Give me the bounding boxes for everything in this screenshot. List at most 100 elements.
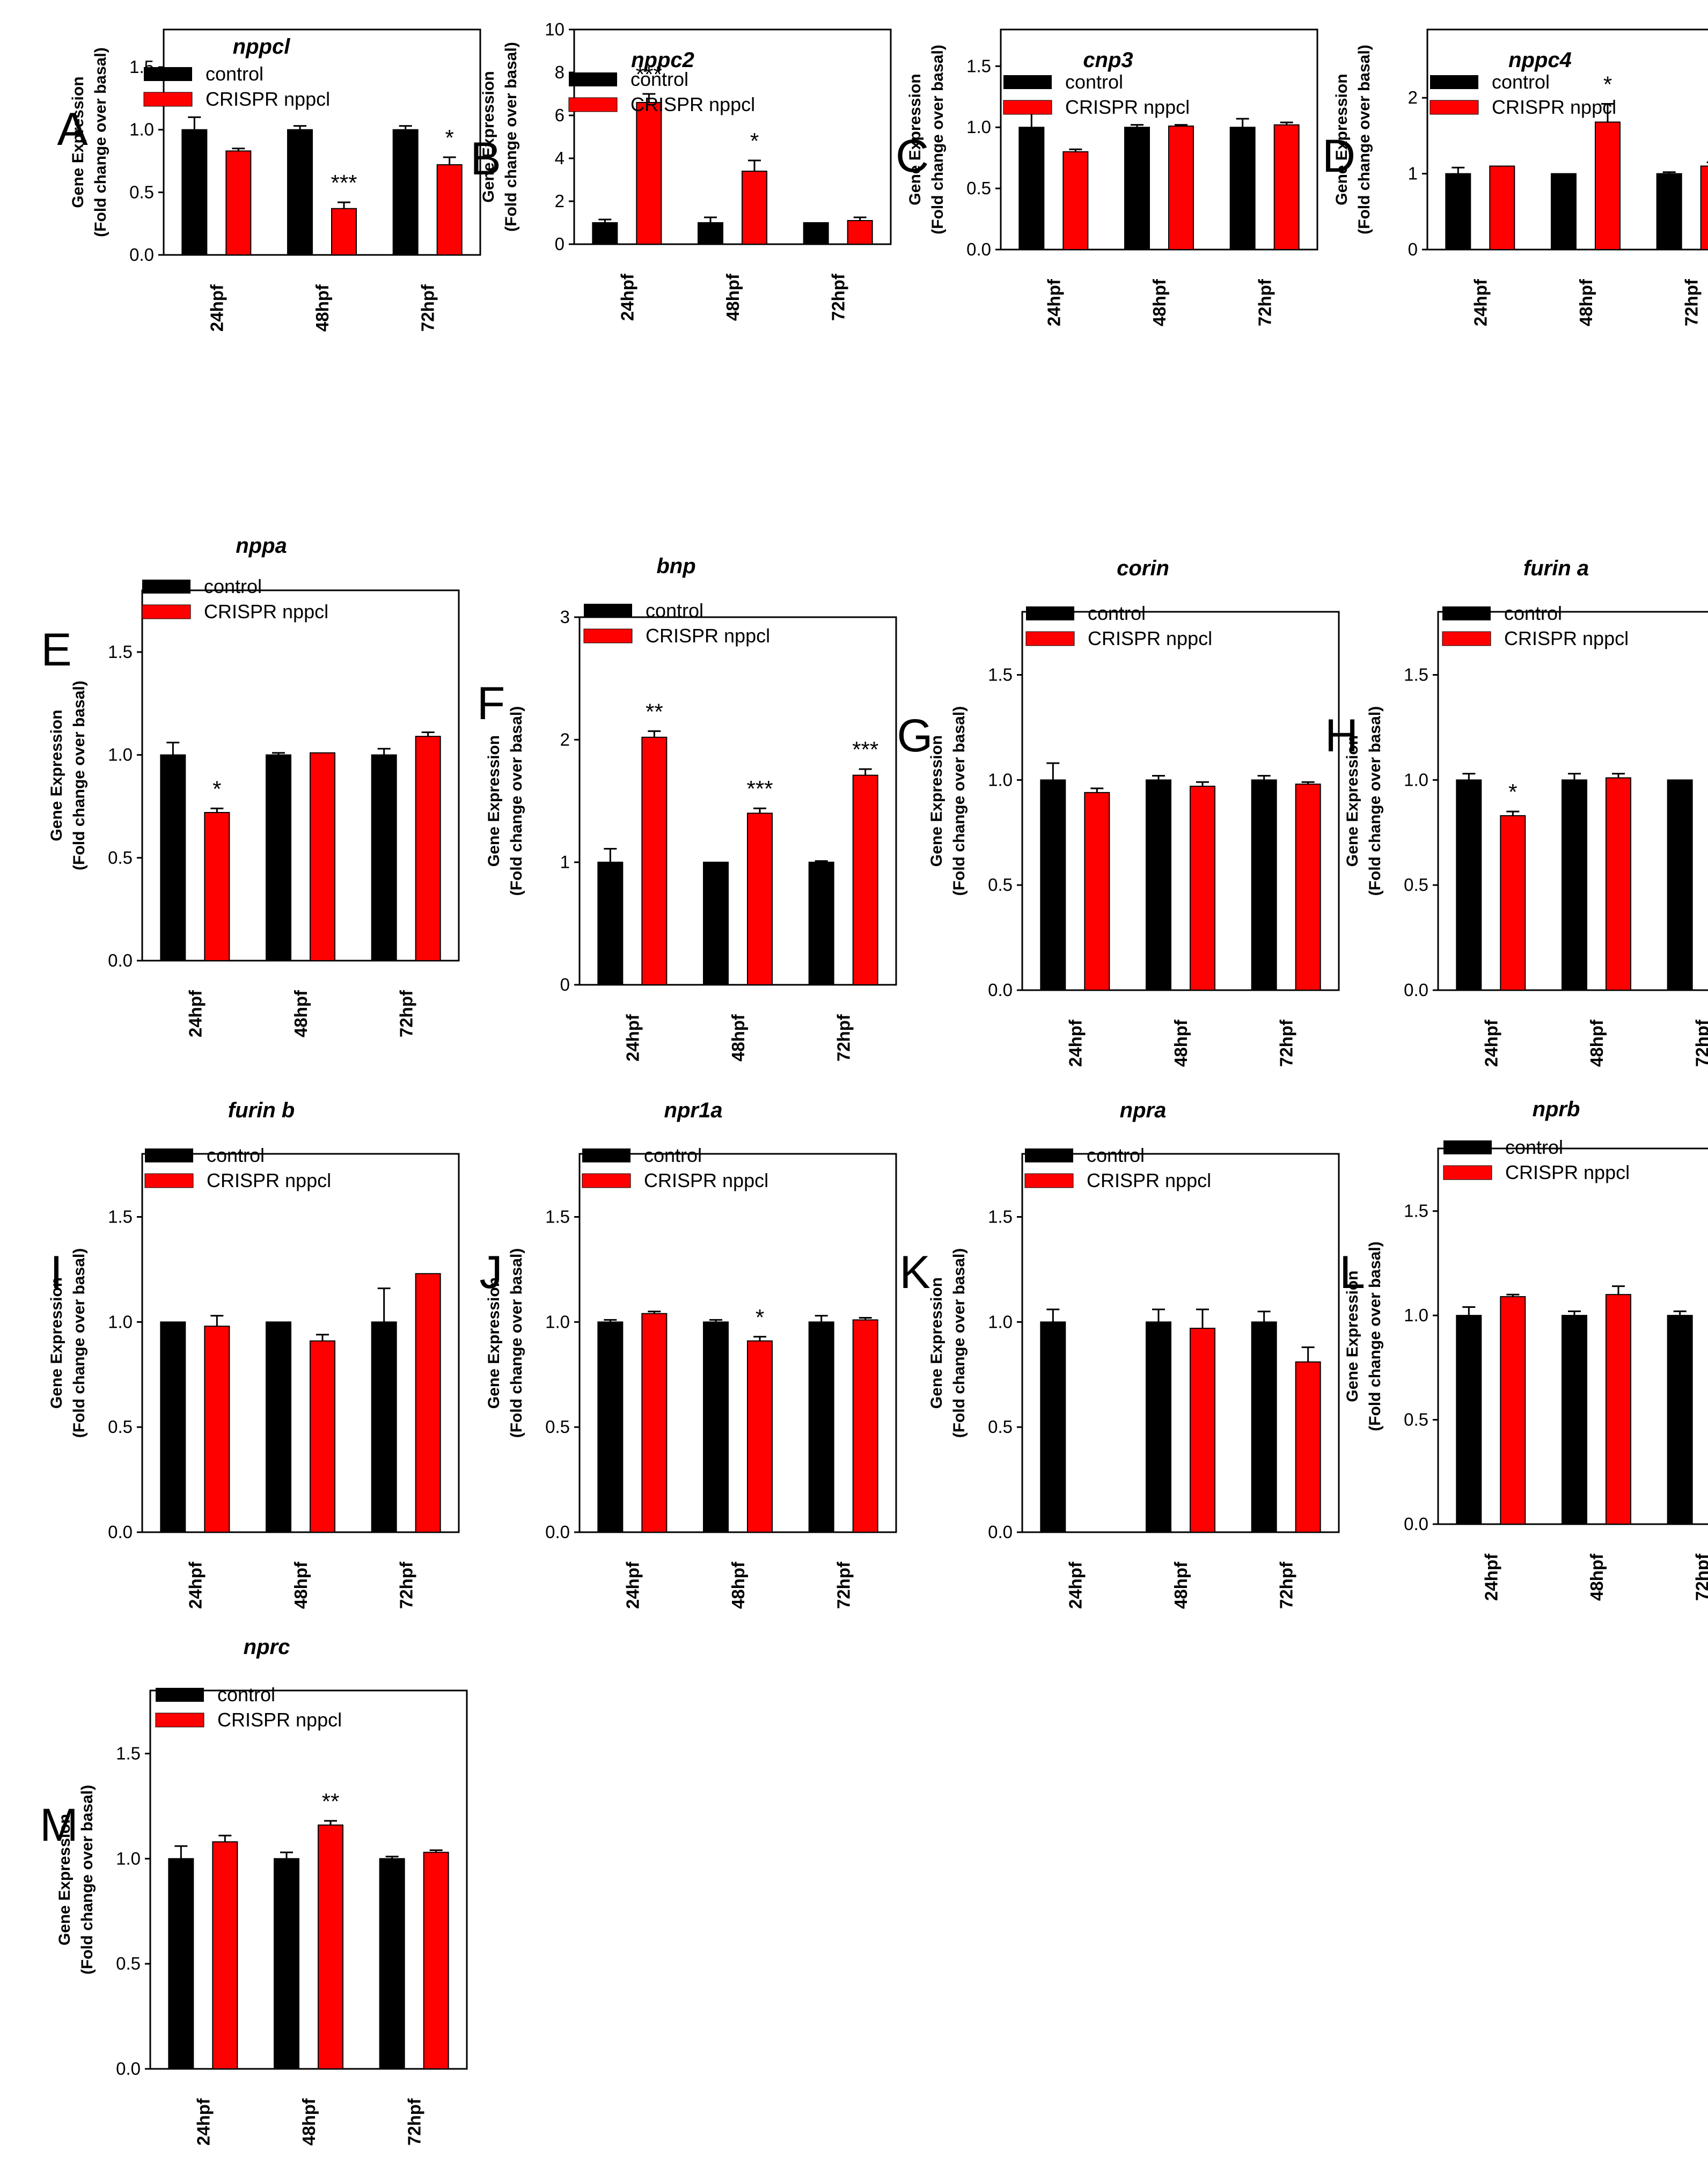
bar-control [379,1858,405,2069]
legend-label-crispr: CRISPR nppcl [1088,627,1212,649]
legend-label-crispr: CRISPR nppcl [206,88,330,110]
x-tick-label: 48hpf [1587,1019,1607,1067]
legend-swatch-control [1430,75,1478,89]
y-tick-label: 2 [555,191,565,211]
legend-label-crispr: CRISPR nppcl [217,1709,342,1731]
legend-label-control: control [1492,71,1550,93]
x-tick-label: 72hpf [1692,1553,1708,1601]
legend: control CRISPR nppcl [143,63,330,110]
bar-control [703,861,729,985]
x-tick-label: 72hpf [829,273,848,321]
bar-control [181,129,208,255]
bar-control [1146,1321,1171,1533]
panel-letter: K [899,1247,930,1298]
legend-swatch-control [1442,606,1491,620]
y-axis-label: Gene Expression [485,735,503,867]
significance-marker: * [1508,779,1517,804]
legend-swatch-crispr [1025,631,1075,646]
bar-crispr [1168,125,1194,250]
bar-control [1456,1315,1482,1525]
chart-title: furin b [228,1099,295,1122]
x-tick-label: 24hpf [622,1014,642,1062]
x-tick-label: 72hpf [405,2098,424,2146]
bar-crispr [1489,165,1515,250]
bar-control [160,754,186,961]
legend-swatch-control [1443,1140,1492,1154]
plot-frame [1437,611,1708,991]
panel-letter: H [1325,710,1358,762]
bar-control [1562,779,1587,991]
y-tick-label: 1.0 [988,1312,1013,1331]
legend-swatch-crispr [1024,1173,1074,1188]
bar-control [1667,779,1693,991]
y-axis-label: Gene Expression [485,1277,503,1409]
bar-control [1040,779,1066,991]
x-tick-label: 48hpf [1171,1019,1191,1067]
bar-crispr [641,1313,668,1533]
legend-swatch-control [145,1148,193,1162]
panel-letter: E [41,624,71,676]
bar-control [287,129,313,255]
y-axis-label: Gene Expression [928,735,945,867]
panel-letter: G [897,710,933,762]
legend-label-crispr: CRISPR nppcl [204,601,328,623]
x-tick-label: 24hpf [617,273,637,321]
x-tick-label: 48hpf [312,284,332,332]
legend-swatch-crispr [144,1173,194,1188]
y-tick-label: 1.5 [116,1744,141,1763]
y-axis-label-sub: (Fold change over basal) [78,1785,96,1974]
y-tick-label: 3 [560,607,570,627]
panel-letter: F [477,678,505,729]
y-tick-label: 1 [560,852,570,872]
y-axis-label: Gene Expression [1333,74,1351,205]
y-axis-label: Gene Expression [1344,1270,1361,1402]
chart-title: corin [1117,557,1169,580]
bar-control [597,1321,624,1533]
bar-control [597,861,624,985]
y-tick-label: 1.0 [129,120,154,140]
legend: control CRISPR nppcl [1024,1144,1211,1191]
panel-letter: J [480,1247,503,1298]
bar-crispr [636,102,662,245]
legend-label-control: control [207,1144,265,1166]
bar-control [266,754,291,961]
y-tick-label: 1.5 [545,1207,570,1227]
plot-frame [149,1689,468,2070]
y-axis-label-sub: (Fold change over basal) [950,706,968,896]
legend-swatch-control [584,604,632,618]
chart-title: nprb [1533,1097,1580,1121]
plot-frame [1000,28,1318,251]
bar-crispr [436,164,463,255]
legend: control CRISPR nppcl [568,68,755,115]
bar-crispr [742,171,767,245]
legend-label-control: control [1065,71,1123,93]
chart-title: nppc2 [631,48,694,72]
legend-label-crispr: CRISPR nppcl [644,1169,768,1191]
panel-letter: D [1322,130,1355,182]
bar-control [168,1858,194,2069]
legend-label-crispr: CRISPR nppcl [631,93,755,115]
x-tick-label: 72hpf [397,990,416,1037]
legend: control CRISPR nppcl [1443,1136,1630,1183]
bar-control [274,1858,299,2069]
bar-crispr [852,774,878,986]
legend: control CRISPR nppcl [583,599,770,647]
x-tick-label: 48hpf [728,1014,748,1062]
legend-swatch-crispr [582,1173,631,1188]
legend-swatch-crispr [143,92,193,107]
y-axis-label: Gene Expression [1344,735,1361,867]
y-axis-label: Gene Expression [48,709,65,841]
x-tick-label: 72hpf [418,284,438,332]
legend-label-crispr: CRISPR nppcl [1087,1169,1211,1191]
x-tick-label: 72hpf [1682,279,1702,326]
y-tick-label: 1.0 [966,117,991,137]
bar-control [1562,1315,1587,1525]
x-tick-label: 48hpf [1587,1553,1607,1601]
bar-control [1667,1315,1693,1525]
x-tick-label: 24hpf [185,1561,205,1609]
y-axis-label: Gene Expression [480,71,497,202]
bar-crispr [212,1841,238,2069]
